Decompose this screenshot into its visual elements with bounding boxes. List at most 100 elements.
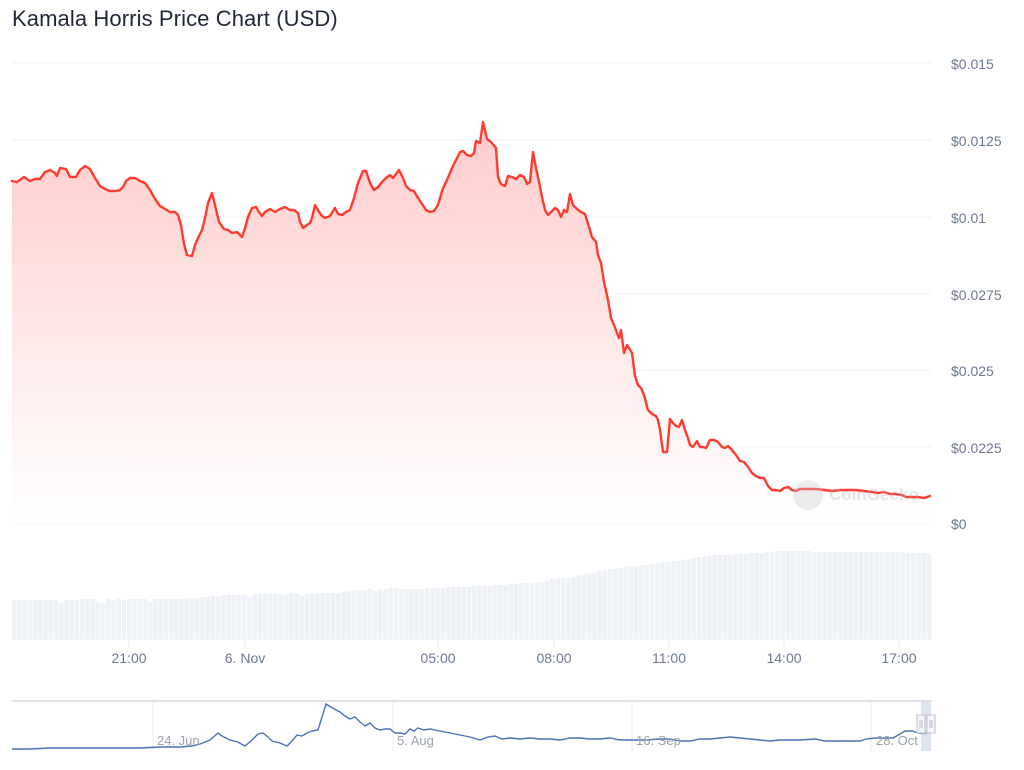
volume-bar — [613, 569, 618, 639]
volume-bar — [524, 583, 529, 639]
volume-bar — [900, 552, 906, 639]
volume-bar — [498, 585, 503, 639]
volume-bar — [466, 587, 472, 639]
volume-bar — [200, 597, 205, 639]
y-axis-label: $0.015 — [951, 56, 994, 72]
volume-bar — [226, 595, 231, 639]
volume-bar — [634, 566, 639, 639]
volume-bar — [628, 566, 634, 639]
navigator-label: 16. Sep — [636, 733, 681, 748]
volume-bar — [336, 593, 341, 639]
navigator-handle-right[interactable] — [926, 714, 936, 734]
volume-bar — [686, 559, 691, 639]
volume-bar — [205, 597, 210, 639]
volume-bar — [571, 577, 576, 639]
volume-bar — [607, 569, 613, 639]
navigator[interactable] — [12, 700, 936, 751]
volume-bar — [592, 573, 597, 639]
volume-bar — [660, 562, 665, 639]
volume-bar — [304, 594, 310, 639]
volume-bar — [884, 552, 890, 639]
volume-bar — [691, 558, 696, 639]
volume-bar — [879, 552, 885, 639]
volume-bar — [79, 599, 85, 639]
volume-bar — [911, 553, 916, 639]
volume-bar — [801, 551, 806, 639]
chart-title: Kamala Horris Price Chart (USD) — [12, 6, 338, 31]
volume-bar — [916, 553, 921, 639]
volume-bar — [482, 586, 487, 639]
volume-bar — [796, 551, 801, 639]
volume-bar — [398, 589, 404, 639]
volume-bar — [404, 589, 409, 639]
volume-bar — [790, 551, 796, 639]
volume-bar — [817, 552, 822, 639]
volume-bar — [127, 599, 132, 639]
price-line[interactable] — [10, 120, 932, 500]
volume-bar — [231, 595, 236, 639]
volume-bar — [262, 594, 268, 639]
volume-bar — [649, 564, 655, 639]
navigator-handle-left[interactable] — [916, 714, 926, 734]
volume-bar — [179, 599, 184, 639]
y-axis-label: $0.0275 — [951, 287, 1002, 303]
volume-bar — [48, 600, 54, 639]
volume-bar — [837, 552, 843, 639]
volume-bar — [926, 553, 932, 639]
volume-bar — [555, 578, 561, 639]
volume-bar — [393, 588, 399, 639]
volume-bar — [330, 593, 336, 639]
volume-bar — [142, 599, 148, 639]
volume-bar — [681, 560, 686, 639]
volume-bar — [158, 599, 163, 639]
volume-bar — [121, 600, 127, 639]
volume-bar — [587, 573, 592, 639]
volume-bar — [215, 596, 221, 639]
volume-bar — [95, 602, 101, 639]
volume-bar — [210, 596, 216, 639]
volume-bar — [309, 593, 315, 639]
y-axis-label: $0.01 — [951, 210, 987, 226]
volume-bar — [764, 552, 770, 639]
volume-bar — [576, 575, 581, 639]
volume-bar — [43, 600, 48, 639]
volume-bar — [424, 588, 430, 639]
volume-bar — [22, 600, 27, 639]
volume-bar — [508, 584, 514, 639]
volume-bar — [534, 582, 540, 639]
x-axis-ticks — [12, 638, 932, 648]
volume-bar — [12, 600, 17, 639]
volume-bar — [111, 600, 116, 639]
volume-bar — [153, 599, 158, 639]
volume-bar — [17, 600, 22, 639]
volume-bar — [27, 600, 33, 639]
volume-bar — [921, 553, 926, 639]
volume-bar — [848, 552, 853, 639]
volume-bar — [163, 599, 169, 639]
volume-bar — [106, 599, 111, 639]
volume-bar — [189, 598, 195, 639]
volume-bar — [822, 552, 827, 639]
volume-bar — [503, 585, 508, 639]
volume-bar — [168, 599, 174, 639]
volume-bar — [242, 595, 247, 639]
volume-bar — [702, 557, 707, 639]
volume-bar — [147, 602, 153, 639]
volume-bar — [529, 583, 534, 639]
volume-bar — [419, 589, 425, 639]
volume-bar — [785, 551, 791, 639]
volume-bar — [890, 552, 895, 639]
volume-bar — [53, 600, 59, 639]
x-axis-label: 11:00 — [652, 650, 686, 666]
volume-bar — [32, 600, 38, 639]
volume-bar — [90, 599, 95, 639]
volume-bar — [722, 555, 728, 639]
navigator-selection[interactable] — [921, 701, 931, 751]
navigator-label: 28. Oct — [876, 733, 918, 748]
x-axis-label: 17:00 — [881, 650, 917, 666]
volume-bar — [477, 586, 482, 639]
volume-bar — [367, 589, 372, 639]
volume-bar — [299, 596, 304, 639]
x-axis-label: 21:00 — [111, 650, 147, 666]
